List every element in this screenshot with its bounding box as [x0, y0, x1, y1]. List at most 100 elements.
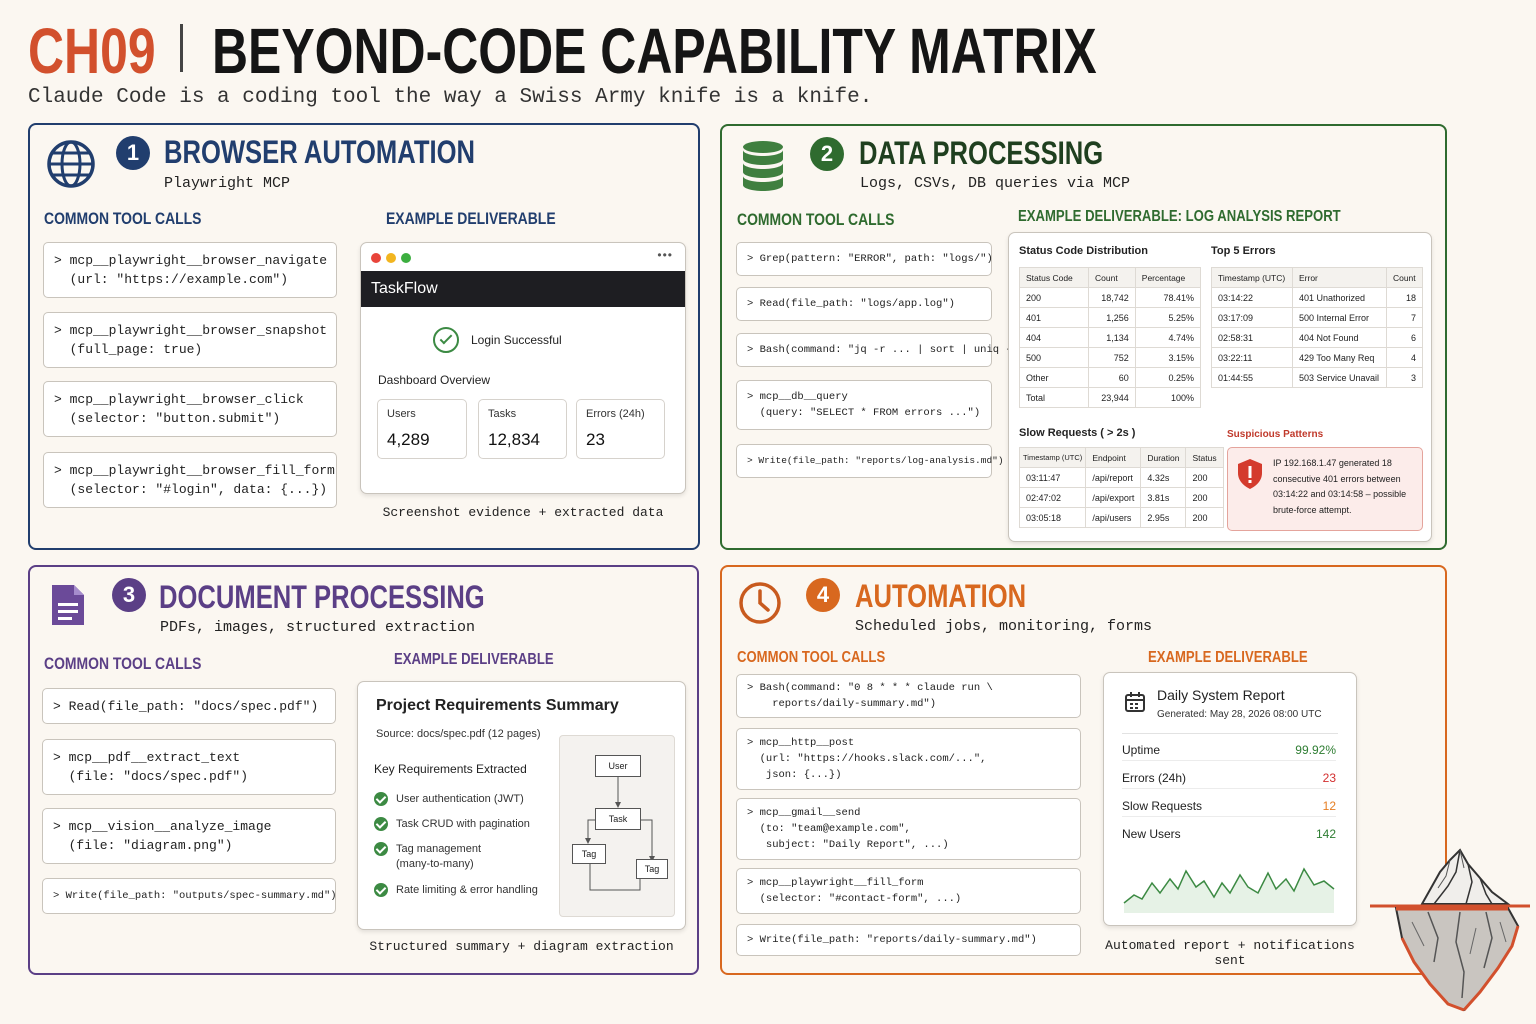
table-row: 01:44:55 503 Service Unavail 3	[1211, 367, 1424, 388]
section-number-badge: 3	[112, 578, 146, 612]
table-row: Other 60 0.25%	[1019, 367, 1202, 388]
tool-call: > mcp__pdf__extract_text (file: "docs/sp…	[42, 739, 336, 795]
table-row: 404 1,134 4.74%	[1019, 327, 1202, 348]
success-check-icon	[433, 327, 459, 353]
extracted-diagram: User Task Tag Tag	[559, 735, 675, 917]
stat-card-tasks: Tasks 12,834	[478, 399, 567, 459]
section-number-badge: 1	[116, 136, 150, 170]
browser-window: ••• TaskFlow Login Successful Dashboard …	[360, 242, 686, 494]
tool-call: > mcp__playwright__browser_navigate (url…	[43, 242, 337, 298]
table-row: 03:11:47/api/report 4.32s 200	[1018, 467, 1224, 488]
tool-calls-heading: COMMON TOOL CALLS	[737, 649, 886, 666]
table-row: 03:05:18/api/users 2.95s 200	[1018, 507, 1224, 528]
table-row: 02:58:31 404 Not Found 6	[1211, 327, 1424, 348]
check-icon	[374, 883, 388, 897]
section-subtitle: Logs, CSVs, DB queries via MCP	[860, 175, 1131, 192]
list-item: Rate limiting & error handling	[374, 883, 538, 898]
table-row: 02:47:02/api/export 3.81s 200	[1018, 487, 1224, 508]
automation-panel: 4 AUTOMATION Scheduled jobs, monitoring,…	[720, 565, 1447, 975]
deliverable-caption: Automated report + notifications sent	[1105, 938, 1355, 968]
diagram-node-task: Task	[595, 808, 641, 830]
deliverable-caption: Screenshot evidence + extracted data	[382, 505, 664, 520]
tool-call: > Bash(command: "jq -r ... | sort | uniq…	[736, 333, 1031, 367]
log-analysis-report: Status Code Distribution Status Code Coun…	[1008, 232, 1432, 542]
tool-call: > mcp__playwright__browser_click (select…	[43, 381, 337, 437]
shield-alert-icon	[1238, 459, 1262, 489]
globe-icon	[47, 140, 95, 188]
tool-call: > Grep(pattern: "ERROR", path: "logs/")	[736, 242, 993, 276]
top-errors-title: Top 5 Errors	[1211, 245, 1276, 257]
tool-call: > Write(file_path: "reports/log-analysis…	[736, 444, 1004, 478]
clock-icon	[739, 582, 781, 624]
metric-errors: Errors (24h) 23	[1122, 767, 1336, 789]
app-header	[361, 271, 685, 307]
tool-call: > Write(file_path: "reports/daily-summar…	[736, 924, 1081, 956]
window-controls	[371, 253, 411, 263]
list-item: User authentication (JWT)	[374, 792, 524, 807]
tool-call: > mcp__playwright__browser_snapshot (ful…	[43, 312, 337, 368]
activity-sparkline	[1123, 867, 1335, 913]
table-row: 03:17:09 500 Internal Error 7	[1211, 307, 1424, 328]
browser-automation-panel: 1 BROWSER AUTOMATION Playwright MCP COMM…	[28, 123, 700, 550]
table-row: 401 1,256 5.25%	[1019, 307, 1202, 328]
diagram-node-tag: Tag	[572, 844, 606, 864]
more-options-icon[interactable]: •••	[657, 248, 673, 262]
tool-call: > Read(file_path: "logs/app.log")	[736, 287, 992, 321]
report-divider	[1122, 733, 1338, 734]
diagram-node-tag: Tag	[636, 859, 668, 879]
tool-call: > mcp__http__post (url: "https://hooks.s…	[736, 728, 1081, 790]
metric-new-users: New Users 142	[1122, 827, 1336, 841]
tool-call: > Read(file_path: "docs/spec.pdf")	[42, 688, 336, 724]
check-icon	[374, 792, 388, 806]
requirements-summary-card: Project Requirements Summary Source: doc…	[357, 681, 686, 930]
stat-card-errors: Errors (24h) 23	[576, 399, 665, 459]
table-row: 03:22:11 429 Too Many Req 4	[1211, 347, 1424, 368]
tool-call: > mcp__playwright__fill_form (selector: …	[736, 868, 1081, 914]
tool-call: > mcp__vision__analyze_image (file: "dia…	[42, 808, 336, 864]
list-item: Task CRUD with pagination	[374, 817, 530, 832]
document-processing-panel: 3 DOCUMENT PROCESSING PDFs, images, stru…	[28, 565, 699, 975]
tool-call: > Bash(command: "0 8 * * * claude run \ …	[736, 674, 1081, 718]
deliverable-caption: Structured summary + diagram extraction	[369, 939, 674, 954]
section-number-badge: 4	[806, 578, 840, 612]
section-title: BROWSER AUTOMATION	[164, 134, 475, 170]
tool-calls-heading: COMMON TOOL CALLS	[44, 654, 202, 673]
check-icon	[374, 842, 388, 856]
document-icon	[52, 585, 84, 625]
table-row: Total 23,944 100%	[1019, 387, 1202, 408]
status-code-table: Status Code Count Percentage 200 18,742 78.4…	[1019, 267, 1202, 408]
top-errors-table: Timestamp (UTC) Error Count 03:14:22 401 Un…	[1211, 267, 1424, 388]
tool-call: > mcp__gmail__send (to: "team@example.co…	[736, 798, 1081, 860]
report-generated: Generated: May 28, 2026 08:00 UTC	[1157, 709, 1322, 720]
app-name: TaskFlow	[371, 280, 438, 297]
iceberg-illustration	[1370, 848, 1530, 1012]
deliverable-heading: EXAMPLE DELIVERABLE	[386, 209, 556, 228]
section-subtitle: PDFs, images, structured extraction	[160, 619, 476, 636]
diagram-node-user: User	[595, 755, 641, 777]
section-number-badge: 2	[810, 137, 844, 171]
tool-calls-heading: COMMON TOOL CALLS	[44, 209, 202, 228]
title-divider	[180, 24, 183, 72]
page-subtitle: Claude Code is a coding tool the way a S…	[28, 86, 873, 109]
suspicious-patterns-alert: IP 192.168.1.47 generated 18 consecutive…	[1227, 447, 1423, 531]
section-title: DOCUMENT PROCESSING	[159, 579, 485, 615]
slow-requests-table: Timestamp (UTC) Endpoint Duration Status 03…	[1018, 447, 1224, 528]
slow-requests-title: Slow Requests ( > 2s )	[1019, 427, 1136, 439]
metric-uptime: Uptime 99.92%	[1122, 739, 1336, 761]
table-row: 03:14:22 401 Unathorized 18	[1211, 287, 1424, 308]
summary-source: Source: docs/spec.pdf (12 pages)	[376, 728, 541, 740]
data-processing-panel: 2 DATA PROCESSING Logs, CSVs, DB queries…	[720, 124, 1447, 550]
key-requirements-heading: Key Requirements Extracted	[374, 762, 527, 776]
suspicious-patterns-title: Suspicious Patterns	[1227, 429, 1324, 440]
section-subtitle: Scheduled jobs, monitoring, forms	[855, 618, 1153, 635]
database-icon	[743, 141, 783, 191]
section-title: DATA PROCESSING	[859, 135, 1104, 171]
deliverable-heading: EXAMPLE DELIVERABLE	[394, 651, 554, 668]
table-row: 500 752 3.15%	[1019, 347, 1202, 368]
page-title: BEYOND-CODE CAPABILITY MATRIX	[212, 15, 1097, 87]
metric-slow-requests: Slow Requests 12	[1122, 795, 1336, 817]
calendar-icon	[1125, 692, 1145, 712]
list-item: Tag management (many-to-many)	[374, 842, 481, 872]
deliverable-heading: EXAMPLE DELIVERABLE: LOG ANALYSIS REPORT	[1018, 208, 1341, 225]
tool-call: > Write(file_path: "outputs/spec-summary…	[42, 878, 337, 914]
